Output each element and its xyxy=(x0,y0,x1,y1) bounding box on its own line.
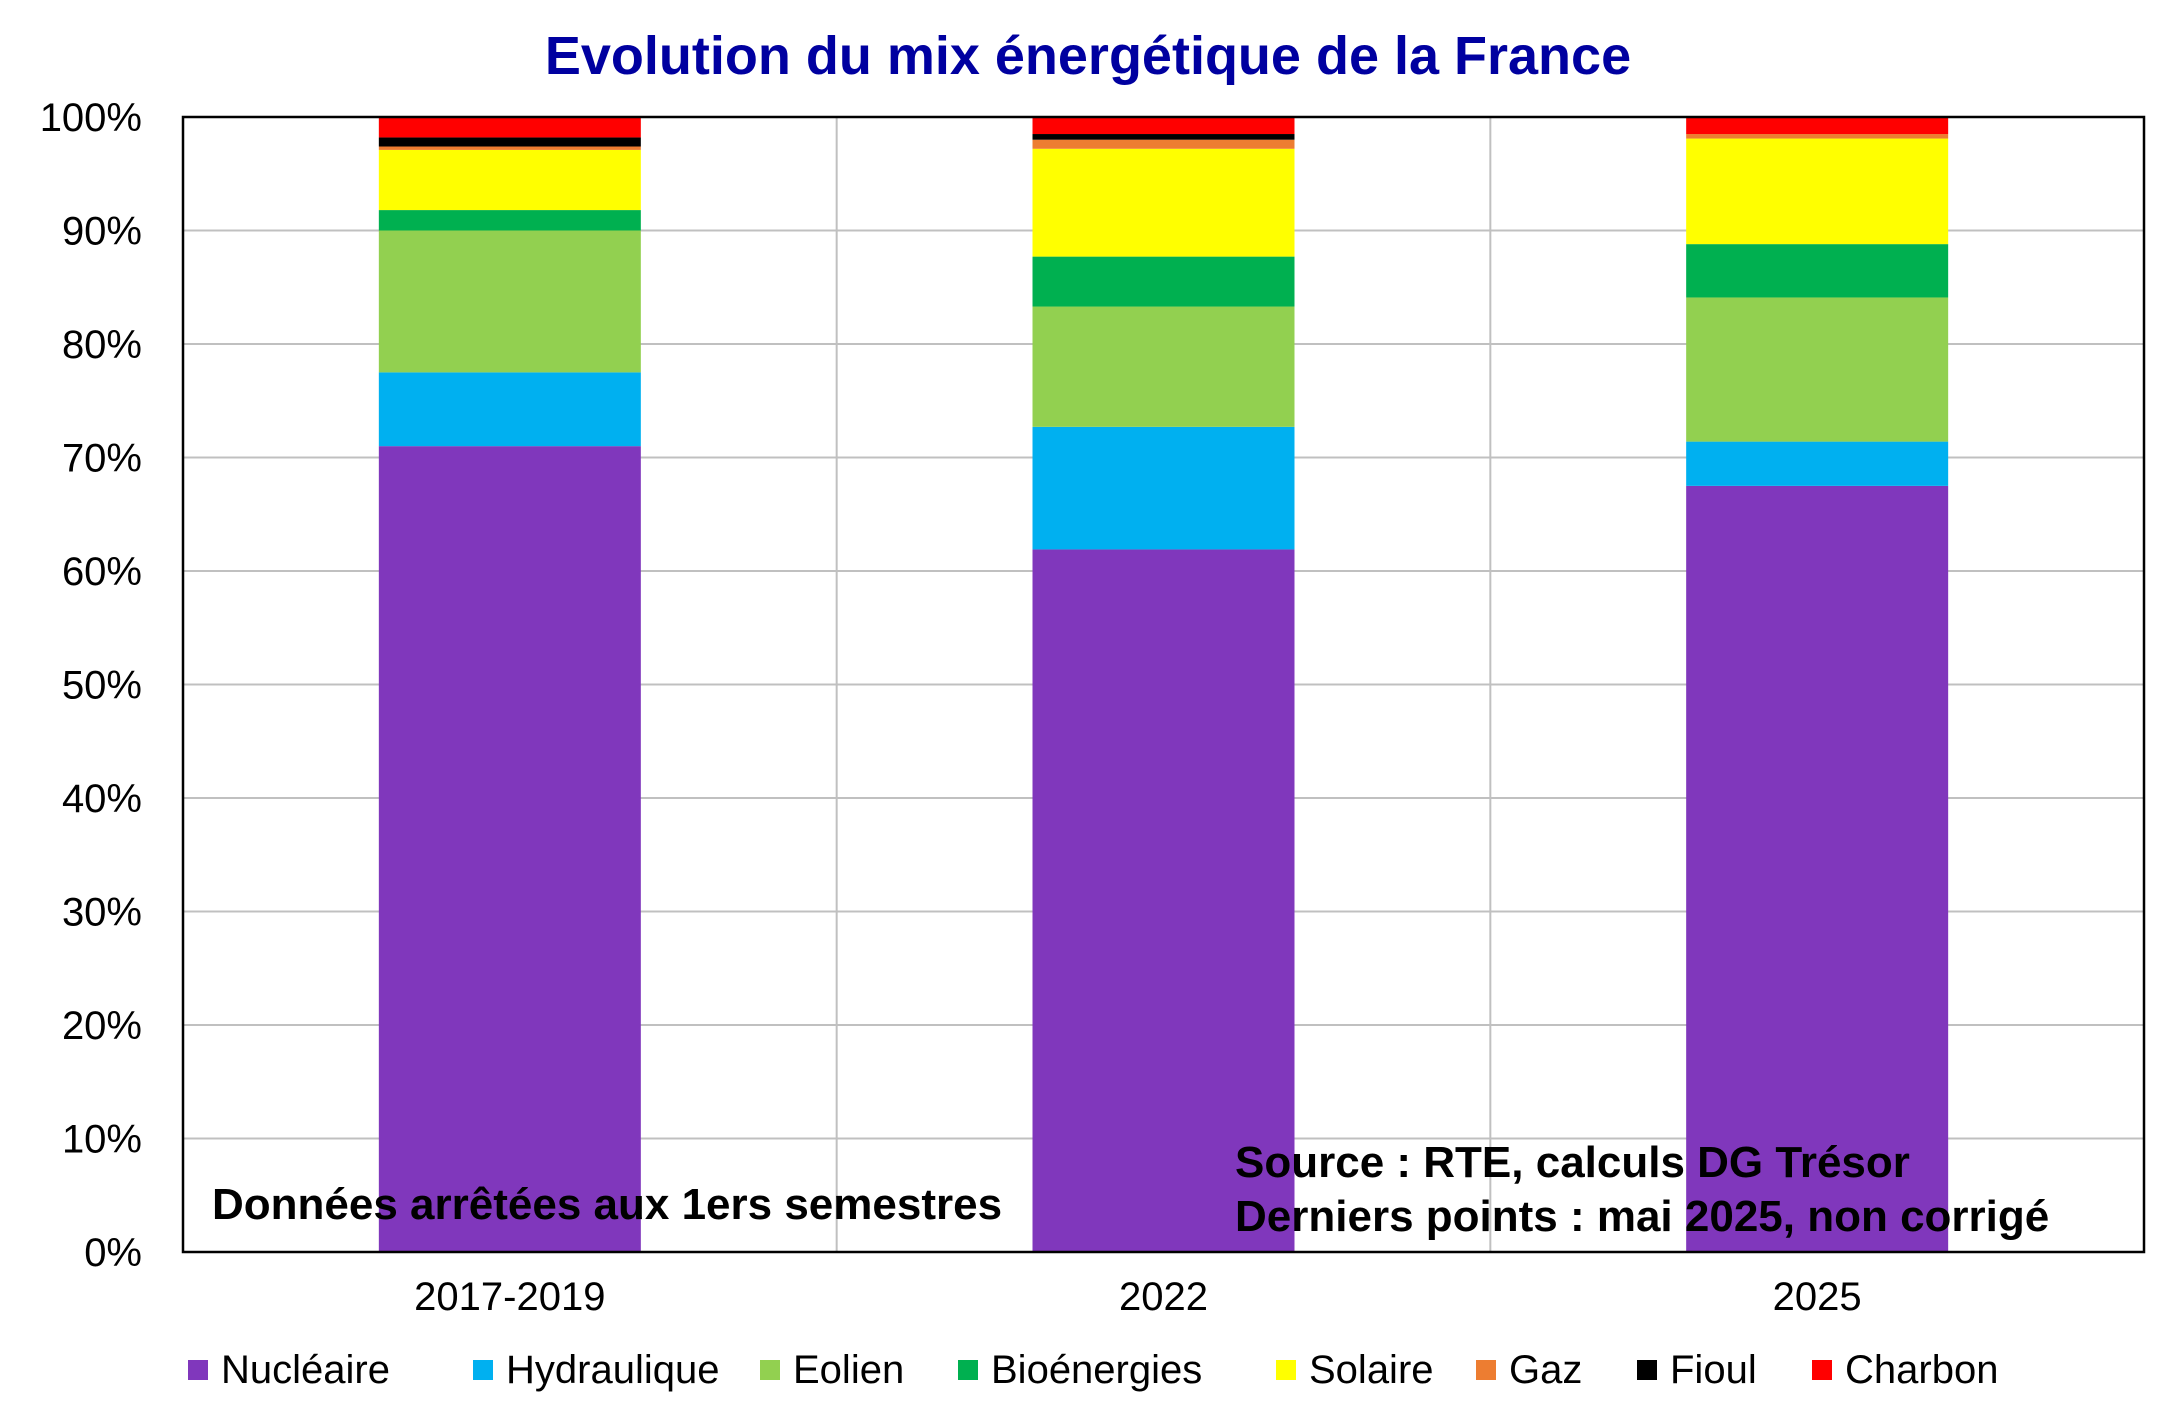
bar-segment-0-0 xyxy=(378,446,641,1252)
bar-segment-2-1 xyxy=(1686,441,1949,486)
y-tick-label-9: 90% xyxy=(62,210,142,254)
y-tick-label-10: 100% xyxy=(40,96,142,140)
legend-swatch-3 xyxy=(958,1360,978,1380)
bar-segment-1-5 xyxy=(1032,139,1295,149)
bars xyxy=(378,117,1949,1252)
bar-segment-1-6 xyxy=(1032,134,1295,140)
bar-segment-0-5 xyxy=(378,146,641,150)
legend-swatch-2 xyxy=(760,1360,780,1380)
legend-label-3: Bioénergies xyxy=(991,1348,1202,1392)
last-points-note: Derniers points : mai 2025, non corrigé xyxy=(1235,1192,2049,1241)
x-axis-tick-labels: 2017-2019 2022 2025 xyxy=(414,1275,1861,1319)
bar-segment-1-3 xyxy=(1032,256,1295,307)
bar-segment-1-0 xyxy=(1032,549,1295,1252)
chart-title: Evolution du mix énergétique de la Franc… xyxy=(545,26,1631,86)
legend-swatch-7 xyxy=(1812,1360,1832,1380)
y-tick-label-2: 20% xyxy=(62,1004,142,1048)
legend-swatch-0 xyxy=(188,1360,208,1380)
x-tick-label-1: 2022 xyxy=(1119,1275,1208,1319)
vertical-gridlines xyxy=(835,117,1492,1252)
x-tick-label-2: 2025 xyxy=(1773,1275,1862,1319)
y-tick-label-7: 70% xyxy=(62,437,142,481)
bar-segment-1-1 xyxy=(1032,426,1295,550)
y-axis-tick-labels: 0% 10% 20% 30% 40% 50% 60% 70% 80% 90% 100% xyxy=(40,96,142,1275)
bar-segment-0-2 xyxy=(378,230,641,373)
legend-label-5: Gaz xyxy=(1509,1348,1582,1392)
bar-segment-0-3 xyxy=(378,210,641,231)
legend-swatch-5 xyxy=(1476,1360,1496,1380)
bar-segment-0-6 xyxy=(378,137,641,147)
bar-segment-1-2 xyxy=(1032,306,1295,427)
bar-segment-2-4 xyxy=(1686,138,1949,245)
bar-segment-0-1 xyxy=(378,372,641,447)
legend-label-1: Hydraulique xyxy=(506,1348,719,1392)
bar-segment-2-7 xyxy=(1686,117,1949,135)
y-tick-label-1: 10% xyxy=(62,1118,142,1162)
bar-segment-2-3 xyxy=(1686,244,1949,298)
data-cutoff-note: Données arrêtées aux 1ers semestres xyxy=(212,1180,1002,1229)
legend-swatch-6 xyxy=(1637,1360,1657,1380)
legend-label-7: Charbon xyxy=(1845,1348,1998,1392)
legend-label-2: Eolien xyxy=(793,1348,904,1392)
legend-label-6: Fioul xyxy=(1670,1348,1757,1392)
bar-segment-0-7 xyxy=(378,117,641,138)
bar-segment-2-0 xyxy=(1686,485,1949,1252)
y-tick-label-0: 0% xyxy=(84,1231,142,1275)
y-tick-label-6: 60% xyxy=(62,550,142,594)
plot-frame xyxy=(181,115,2146,1254)
legend-swatch-4 xyxy=(1276,1360,1296,1380)
bar-segment-1-7 xyxy=(1032,117,1295,135)
y-tick-label-5: 50% xyxy=(62,664,142,708)
bar-segment-1-4 xyxy=(1032,148,1295,257)
source-note: Source : RTE, calculs DG Trésor xyxy=(1235,1138,1910,1187)
y-tick-label-3: 30% xyxy=(62,891,142,935)
bar-segment-2-2 xyxy=(1686,297,1949,442)
y-tick-label-8: 80% xyxy=(62,323,142,367)
bar-segment-2-5 xyxy=(1686,134,1949,139)
legend-label-0: Nucléaire xyxy=(221,1348,390,1392)
legend: Nucléaire Hydraulique Eolien Bioénergies Sol… xyxy=(188,1348,1998,1392)
bar-segment-0-4 xyxy=(378,149,641,211)
legend-label-4: Solaire xyxy=(1309,1348,1434,1392)
legend-swatch-1 xyxy=(473,1360,493,1380)
y-tick-label-4: 40% xyxy=(62,777,142,821)
x-tick-label-0: 2017-2019 xyxy=(414,1275,605,1319)
